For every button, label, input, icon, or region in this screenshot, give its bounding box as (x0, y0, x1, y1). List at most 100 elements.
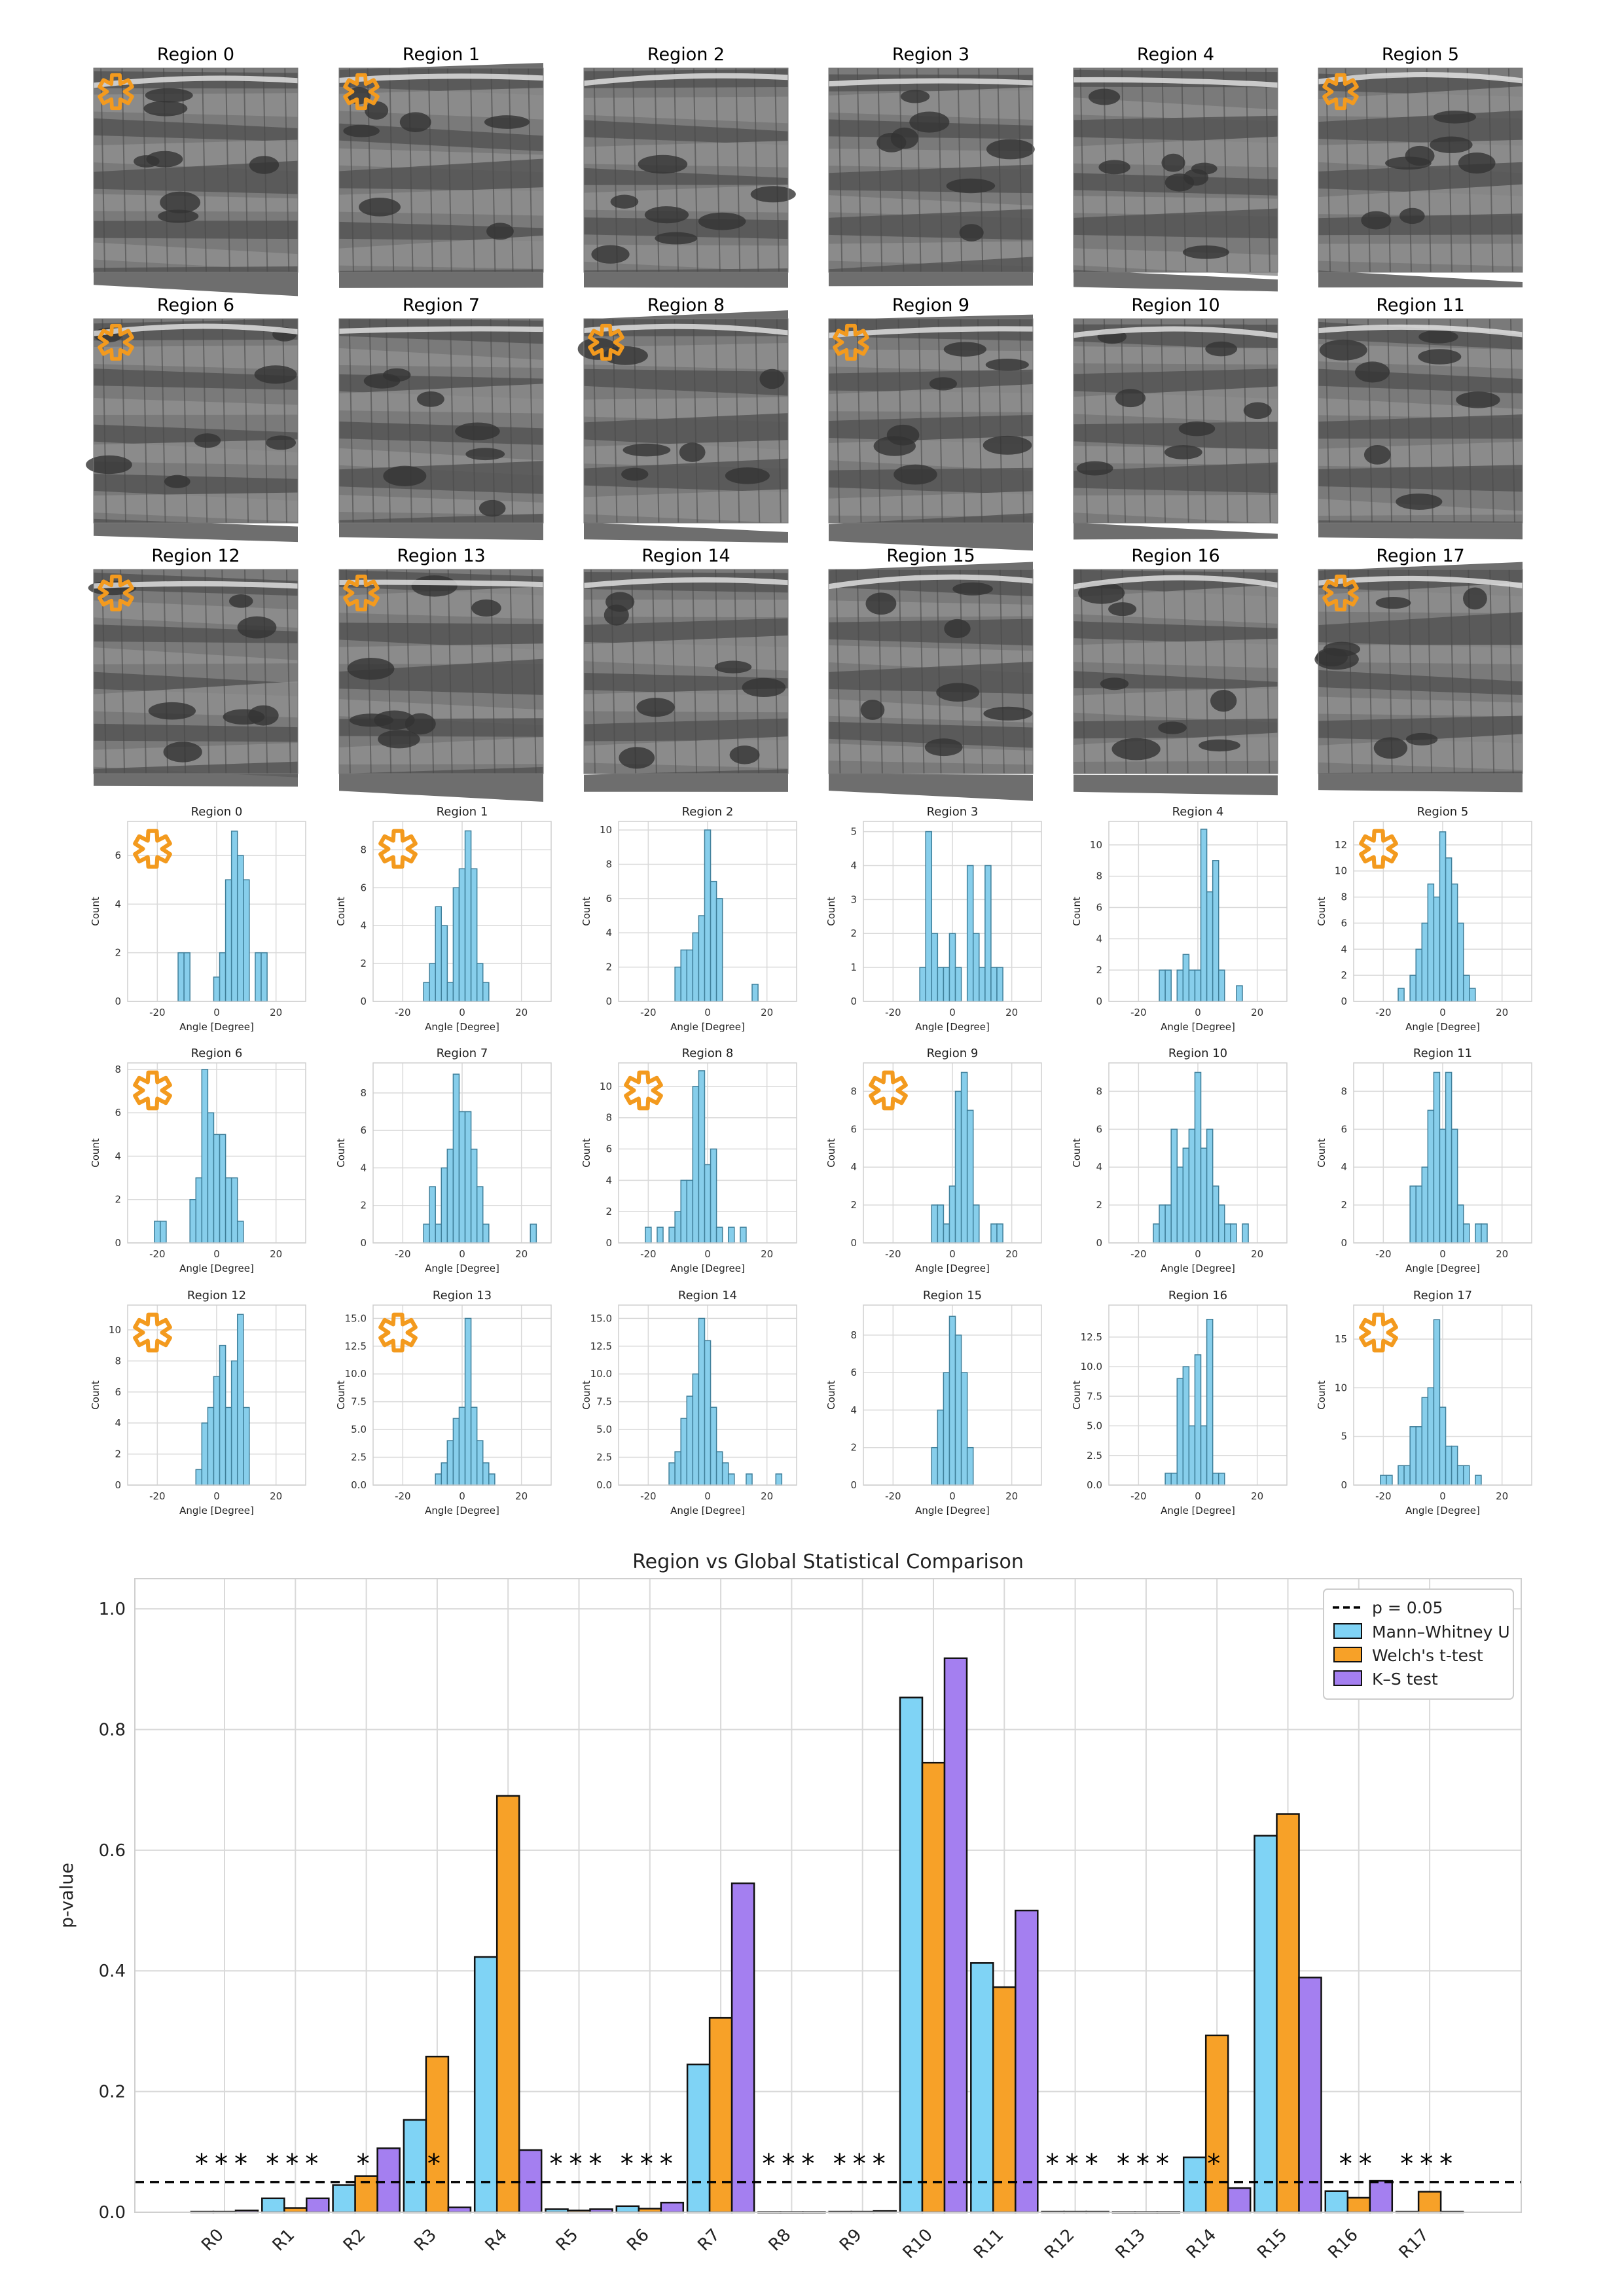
membrane (583, 577, 789, 588)
histogram-bar (1439, 1407, 1447, 1486)
x-tick-label: 20 (1496, 1007, 1508, 1018)
z-line (369, 318, 374, 524)
z-line (142, 318, 148, 524)
histogram-bar (1164, 1473, 1172, 1486)
histogram-title: Region 2 (682, 805, 734, 819)
x-tick-label: R14 (1183, 2225, 1220, 2263)
histogram-bar (1159, 1204, 1166, 1244)
mitochondrion (983, 435, 1032, 455)
mitochondrion (873, 436, 916, 456)
histogram-bar (948, 1316, 956, 1486)
y-axis-label: Count (1071, 1138, 1083, 1168)
histogram-bar (452, 1418, 460, 1486)
z-line (1181, 67, 1187, 273)
panel-title: Region 15 (886, 546, 975, 566)
histogram-bar (925, 831, 933, 1002)
histogram-bar (686, 1179, 694, 1244)
mitochondrion (714, 660, 752, 673)
bar (376, 2147, 401, 2214)
z-line (1201, 318, 1207, 524)
histogram-bar (207, 1112, 215, 1244)
z-line (590, 569, 596, 774)
mitochondrion (363, 373, 401, 389)
image-border (583, 318, 789, 524)
histogram-bar (243, 879, 250, 1002)
x-tick-label: 20 (515, 1248, 528, 1260)
y-tick-label: 5 (1341, 1431, 1347, 1443)
mitochondrion (1458, 152, 1496, 174)
y-tick-label: 10 (600, 824, 612, 836)
mitochondrion (1323, 641, 1361, 656)
membrane (1073, 575, 1278, 590)
myofibril-band (94, 93, 298, 117)
y-tick-label: 0 (1341, 996, 1347, 1007)
axes-frame (1353, 1062, 1532, 1244)
histogram-bar (225, 1407, 232, 1486)
histogram-bar (686, 949, 694, 1002)
myofibril-band (584, 268, 788, 288)
mitochondrion (399, 112, 431, 132)
x-tick-label: -20 (149, 1007, 166, 1018)
legend: p = 0.05 Mann–Whitney U Welch's t-test K–S … (1323, 1588, 1514, 1700)
mitochondrion (1405, 732, 1438, 745)
x-axis-label: Angle [Degree] (1161, 1263, 1235, 1274)
y-tick-label: 4 (1096, 933, 1102, 944)
mitochondrion (1319, 339, 1367, 361)
histogram-bar (476, 963, 484, 1002)
asterisk-outline-icon (378, 829, 418, 869)
z-line (1447, 67, 1453, 273)
mitochondrion (621, 467, 649, 481)
y-tick-label: 2.5 (1087, 1450, 1102, 1462)
z-line (1265, 569, 1271, 774)
y-tick-label: 12.5 (345, 1340, 367, 1352)
mitochondrion (946, 178, 996, 194)
histogram-panel: -20 0 20 0 2 4 6 Region 0 Angle [Degree] Count (90, 805, 306, 1033)
histogram-bar (990, 1223, 998, 1244)
mitochondrion (985, 359, 1029, 371)
asterisk-outline-icon (833, 323, 869, 361)
y-axis-label: Count (90, 1380, 101, 1410)
x-axis-label: Angle [Degree] (1405, 1021, 1480, 1033)
y-tick-label: 4 (850, 1161, 857, 1173)
myofibril-band (584, 489, 788, 524)
y-tick-label: 2 (115, 1194, 121, 1206)
histogram-title: Region 6 (191, 1047, 243, 1060)
mitochondrion (1100, 677, 1129, 691)
histogram-panel: -20 0 20 0 2 4 6 8 Region 10 Angle [Degree] Count (1071, 1047, 1288, 1274)
image-border (1318, 569, 1523, 774)
histogram-bar (931, 1446, 939, 1486)
histogram-bar (441, 1462, 448, 1486)
z-line (1020, 569, 1026, 774)
y-tick-label: 5.0 (596, 1424, 612, 1435)
y-tick-label: 6 (1341, 917, 1347, 929)
y-tick-label: 4 (605, 1174, 612, 1186)
mitochondrion (944, 619, 971, 639)
significance-label: *** (1117, 2149, 1176, 2179)
histogram-bar (960, 1071, 968, 1244)
y-tick-label: 0 (605, 1237, 612, 1249)
x-tick-label: -20 (640, 1007, 657, 1018)
histogram-bar (160, 1221, 167, 1244)
histogram-title: Region 10 (1168, 1047, 1227, 1060)
mitochondrion (164, 475, 190, 488)
y-tick-label: 0.0 (351, 1479, 367, 1491)
x-tick-label: R9 (836, 2225, 866, 2255)
z-line (837, 67, 843, 273)
y-tick-label: 0.0 (1087, 1479, 1102, 1491)
histogram-bar (937, 1204, 945, 1244)
panel-title: Region 8 (647, 295, 725, 315)
panel-title: Region 9 (892, 295, 969, 315)
image-border (1073, 569, 1278, 774)
y-tick-label: 4 (1341, 943, 1347, 955)
mitochondrion (343, 124, 380, 137)
z-line (674, 318, 679, 524)
z-line (1387, 318, 1393, 524)
significance-label: *** (266, 2149, 325, 2179)
histogram-bar (429, 963, 436, 1002)
y-tick-label: 0 (1341, 1237, 1347, 1249)
z-line (1367, 318, 1373, 524)
z-line (181, 569, 187, 774)
z-line (632, 67, 638, 273)
mitochondrion (865, 592, 897, 615)
